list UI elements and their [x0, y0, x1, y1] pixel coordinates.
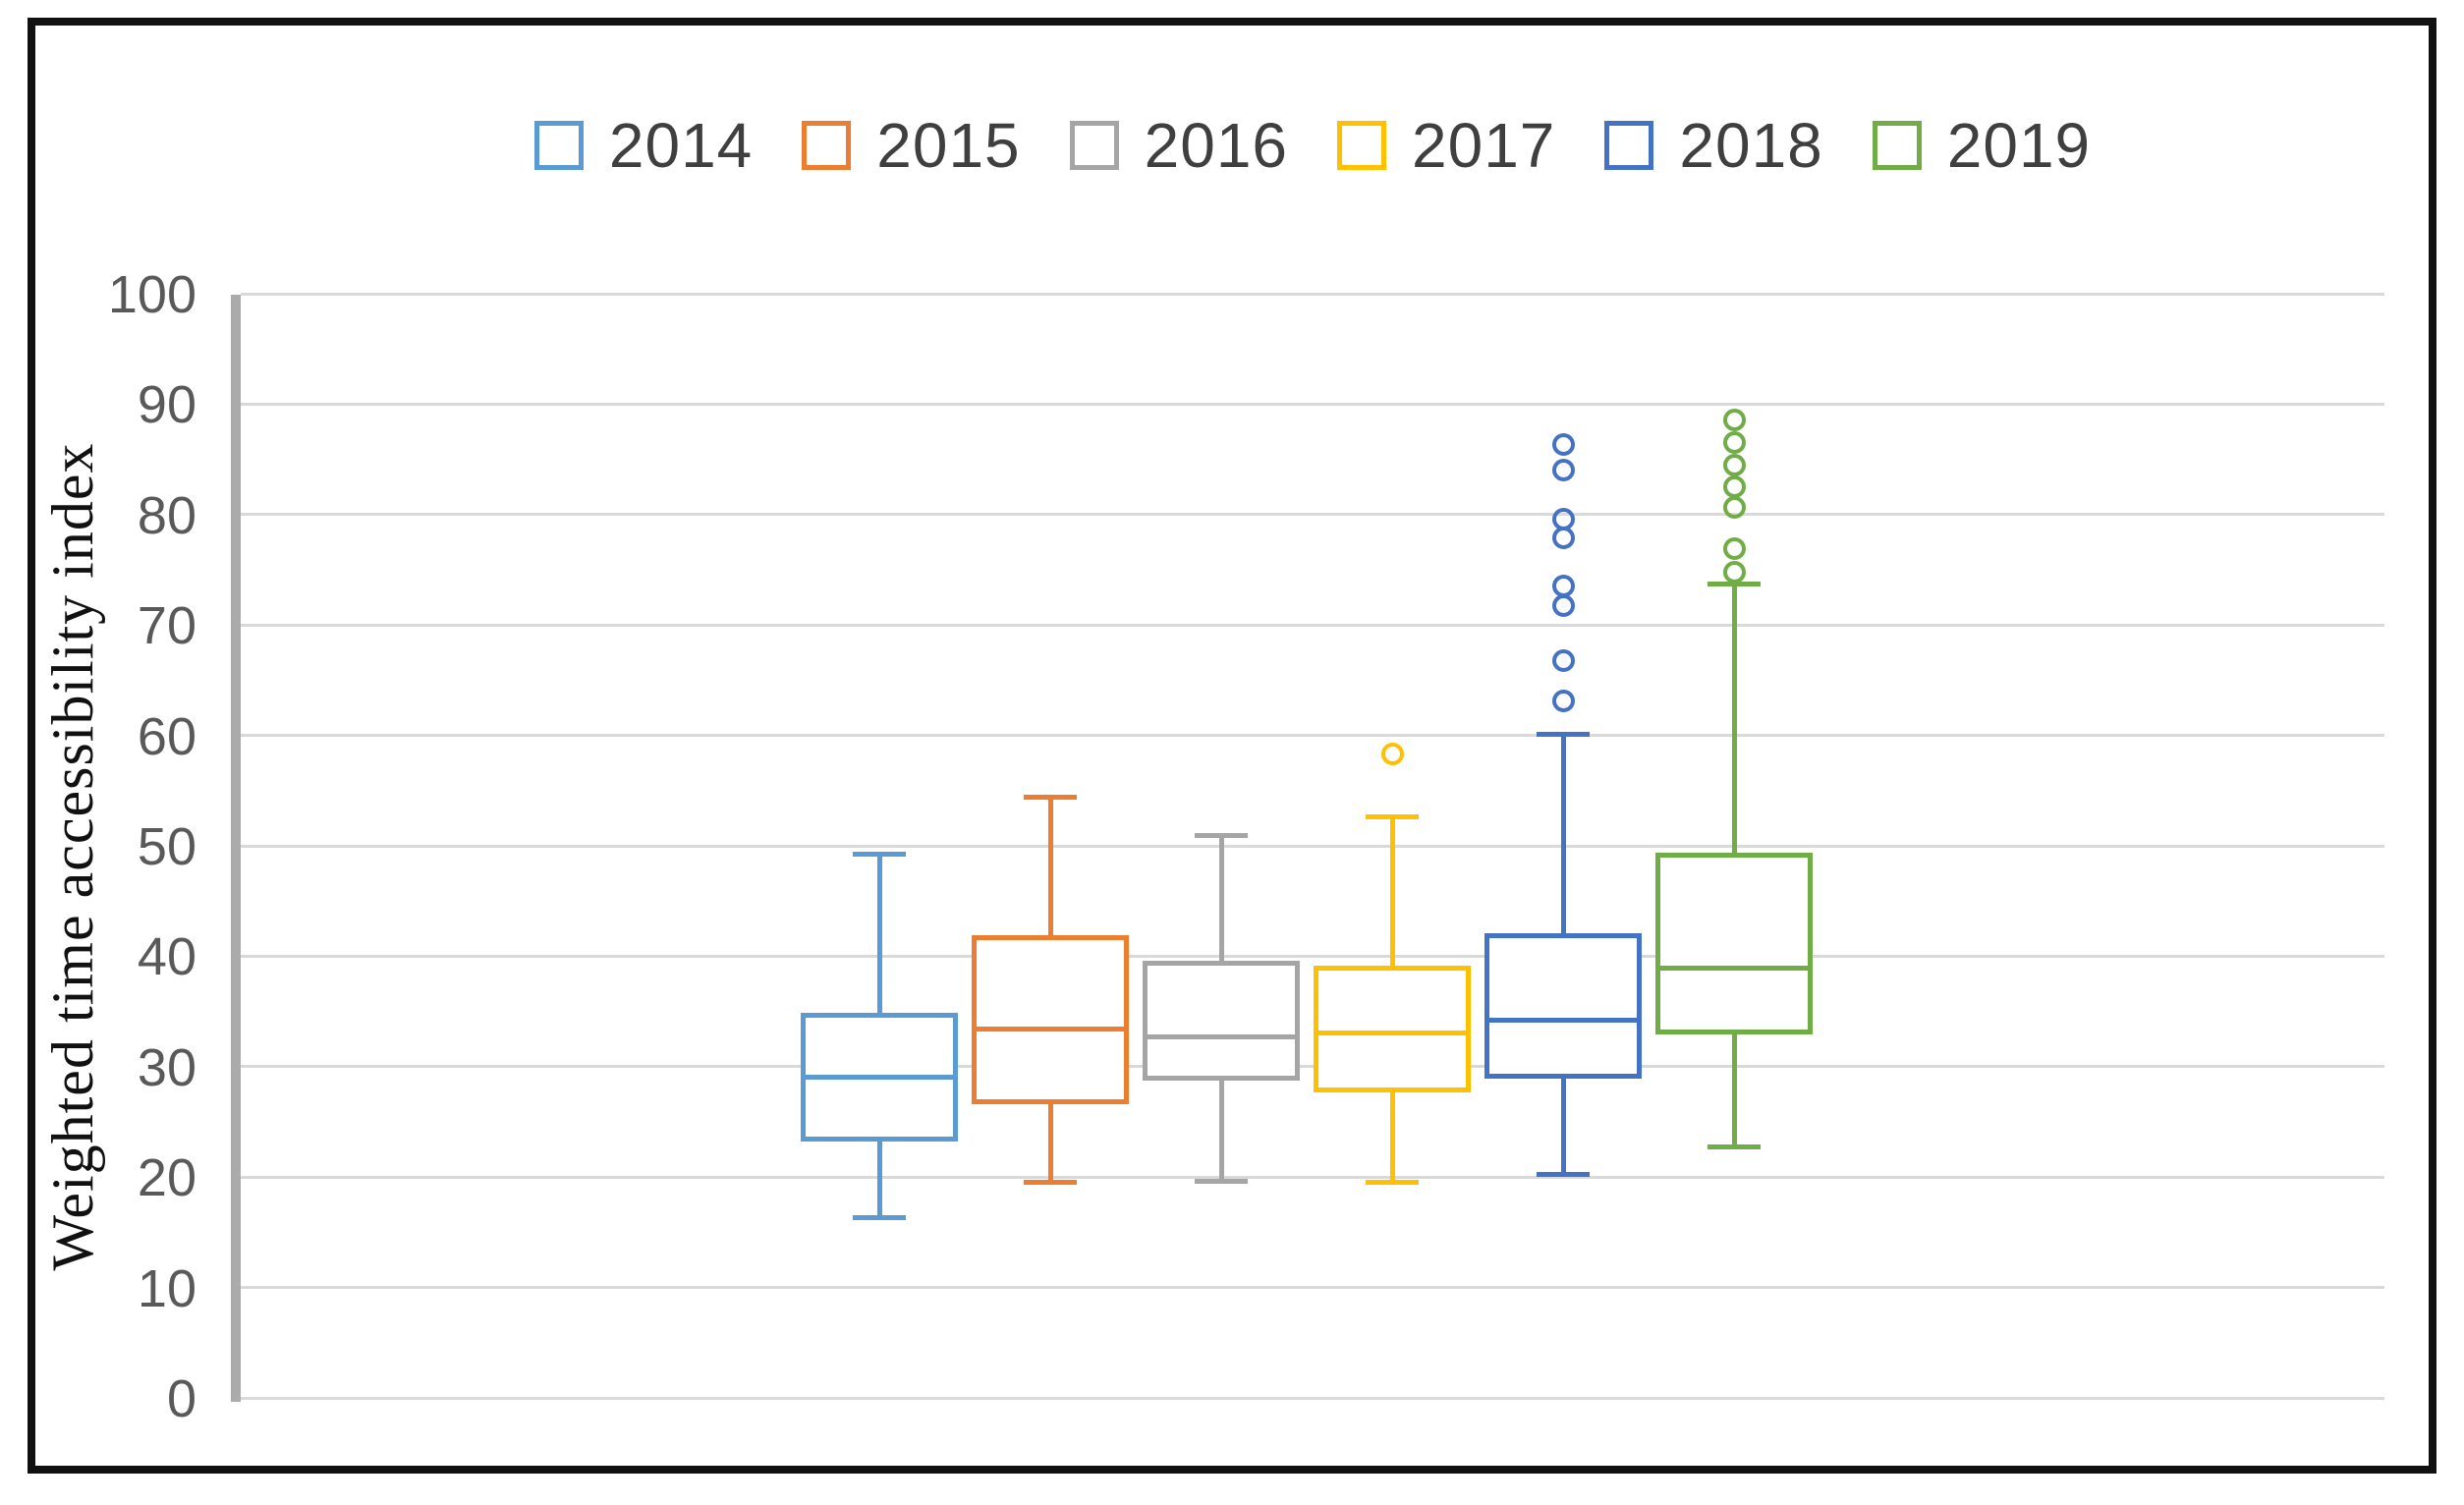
gridline-30 [241, 1065, 2384, 1069]
gridline-80 [241, 513, 2384, 517]
whisker-cap-min-2014 [853, 1215, 906, 1221]
legend-item-2019: 2019 [1872, 110, 2092, 181]
gridline-40 [241, 954, 2384, 958]
legend-label-2016: 2016 [1144, 110, 1288, 181]
box-2016 [1143, 960, 1300, 1082]
y-axis-line [231, 295, 241, 1402]
figure-border [28, 18, 2436, 1474]
legend-item-2018: 2018 [1604, 110, 1822, 181]
whisker-cap-max-2014 [853, 852, 906, 858]
y-tick-label-80: 80 [137, 485, 196, 545]
median-2019 [1655, 966, 1813, 972]
whisker-cap-max-2017 [1366, 814, 1419, 820]
outlier-2018-6 [1551, 459, 1575, 482]
outlier-2018-2 [1551, 594, 1575, 618]
y-tick-label-100: 100 [107, 265, 196, 324]
whisker-cap-max-2015 [1024, 794, 1077, 800]
outlier-2018-0 [1551, 690, 1575, 713]
y-tick-label-70: 70 [137, 596, 196, 656]
median-2016 [1143, 1033, 1300, 1039]
whisker-cap-min-2019 [1708, 1144, 1761, 1150]
gridline-20 [241, 1175, 2384, 1179]
y-tick-label-60: 60 [137, 706, 196, 766]
y-tick-label-0: 0 [166, 1369, 196, 1428]
gridline-70 [241, 623, 2384, 627]
whisker-cap-max-2016 [1195, 833, 1248, 839]
y-tick-label-50: 50 [137, 817, 196, 876]
plot-area: 0 10 20 30 40 50 60 70 80 90 100 [108, 268, 2384, 1425]
gridline-90 [241, 402, 2384, 406]
box-2018 [1484, 932, 1642, 1080]
whisker-cap-min-2017 [1366, 1180, 1419, 1186]
outlier-2019-3 [1722, 475, 1746, 499]
box-2019 [1655, 852, 1813, 1035]
legend-label-2014: 2014 [608, 110, 754, 181]
legend-item-2014: 2014 [533, 110, 754, 181]
legend-swatch-2017 [1337, 121, 1386, 170]
legend-label-2018: 2018 [1679, 110, 1823, 181]
median-2014 [801, 1075, 958, 1081]
outlier-2019-4 [1722, 453, 1746, 476]
outlier-2019-6 [1722, 408, 1746, 431]
outlier-2018-3 [1551, 575, 1575, 598]
legend-label-2019: 2019 [1946, 110, 2092, 181]
y-tick-label-20: 20 [137, 1148, 196, 1208]
outlier-2019-2 [1722, 496, 1746, 520]
chart-legend: 2014 2015 2016 2017 2018 2019 [241, 110, 2384, 181]
legend-swatch-2019 [1872, 121, 1922, 170]
box-2017 [1314, 966, 1471, 1092]
outlier-2019-0 [1722, 560, 1746, 584]
y-tick-label-30: 30 [137, 1037, 196, 1097]
outlier-2019-5 [1722, 431, 1746, 455]
legend-item-2017: 2017 [1337, 110, 1555, 181]
outlier-2018-1 [1551, 648, 1575, 672]
outlier-2017-0 [1380, 743, 1404, 766]
outlier-2018-5 [1551, 507, 1575, 530]
whisker-cap-min-2018 [1537, 1172, 1590, 1178]
gridline-60 [241, 734, 2384, 738]
whisker-cap-max-2019 [1708, 581, 1761, 586]
median-2015 [972, 1026, 1129, 1031]
gridline-50 [241, 844, 2384, 848]
legend-label-2017: 2017 [1412, 110, 1556, 181]
legend-item-2016: 2016 [1069, 110, 1288, 181]
gridline-10 [241, 1286, 2384, 1290]
whisker-cap-max-2018 [1537, 731, 1590, 737]
outlier-2018-7 [1551, 433, 1575, 457]
legend-swatch-2014 [533, 121, 584, 170]
whisker-cap-min-2015 [1024, 1180, 1077, 1186]
legend-swatch-2016 [1069, 121, 1119, 170]
legend-swatch-2015 [802, 121, 852, 170]
legend-item-2015: 2015 [802, 110, 1020, 181]
median-2017 [1314, 1031, 1471, 1036]
legend-swatch-2018 [1604, 121, 1654, 170]
box-2015 [972, 934, 1129, 1104]
y-tick-label-10: 10 [137, 1258, 196, 1318]
y-tick-label-90: 90 [137, 375, 196, 435]
gridline-0 [241, 1396, 2384, 1400]
median-2018 [1484, 1017, 1642, 1023]
y-tick-label-40: 40 [137, 927, 196, 987]
whisker-cap-min-2016 [1195, 1179, 1248, 1185]
legend-label-2015: 2015 [876, 110, 1021, 181]
outlier-2019-1 [1722, 537, 1746, 561]
gridline-100 [241, 292, 2384, 296]
